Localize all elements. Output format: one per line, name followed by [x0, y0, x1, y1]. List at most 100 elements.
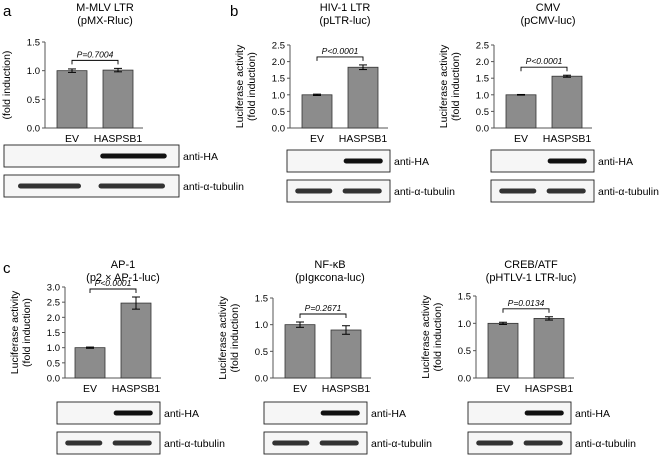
- y-tick-label: 1.5: [47, 328, 60, 339]
- chart-6: CREB/ATF(pHTLV-1 LTR-luc) Luciferase acti…: [420, 259, 636, 455]
- bar-haspsb1: [533, 318, 565, 379]
- blot-label: anti-α-tubulin: [371, 438, 432, 450]
- bar-haspsb1: [120, 302, 152, 379]
- y-axis-label: Luciferase activity: [0, 43, 1, 127]
- chart-subtitle: (pHTLV-1 LTR-luc): [486, 272, 577, 284]
- blot-box: [56, 401, 161, 425]
- bar-haspsb1: [102, 69, 134, 129]
- chart-5: NF-κB(pIgκcona-luc)Luciferase activity (f…: [217, 259, 432, 455]
- chart-title: M-MLV LTR: [76, 2, 134, 14]
- significance-bracket: [502, 308, 550, 313]
- blot-band: [524, 410, 564, 416]
- y-tick-label: 2.0: [272, 57, 285, 68]
- y-axis-label: Luciferase activity: [9, 290, 21, 374]
- chart-title: CMV: [536, 2, 561, 14]
- blot-band: [100, 153, 167, 159]
- blot-band: [523, 440, 563, 446]
- y-axis-label: (fold induction): [450, 52, 462, 121]
- y-tick-label: 0.0: [272, 124, 285, 135]
- y-axis-label: (fold induction): [432, 303, 444, 372]
- y-tick-label: 1.0: [27, 66, 40, 77]
- chart-subtitle: (p2 × AP-1-luc): [86, 272, 160, 284]
- y-tick-label: 0.5: [476, 107, 489, 118]
- bar-haspsb1: [347, 66, 379, 129]
- x-category-label: EV: [496, 383, 510, 395]
- x-category-label: EV: [293, 383, 307, 395]
- y-tick-label: 2.5: [476, 41, 489, 52]
- blot-band: [320, 410, 360, 416]
- y-tick-label: 1.0: [47, 343, 60, 354]
- blot-band: [113, 410, 153, 416]
- x-category-label: EV: [514, 133, 528, 145]
- y-tick-label: 0.5: [27, 95, 40, 106]
- chart-subtitle: (pLTR-luc): [319, 15, 370, 27]
- blot-box: [490, 149, 595, 173]
- blot-label: anti-HA: [164, 408, 199, 420]
- y-tick-label: 1.0: [272, 90, 285, 101]
- y-tick-label: 1.0: [458, 319, 471, 330]
- significance-bracket: [520, 66, 568, 72]
- x-category-label: HASPSB1: [525, 383, 574, 395]
- y-tick-label: 1.0: [255, 320, 268, 331]
- significance-bracket: [299, 313, 347, 318]
- blot-band: [98, 183, 165, 189]
- blot-box: [467, 401, 572, 425]
- blot-label: anti-HA: [598, 156, 633, 168]
- chart-subtitle: (pIgκcona-luc): [295, 272, 365, 284]
- blot-box: [467, 431, 572, 455]
- bar-ev: [505, 94, 537, 129]
- blot-box: [490, 179, 595, 203]
- bar-ev: [487, 322, 519, 379]
- y-axis-label: (fold induction): [229, 304, 241, 373]
- chart-subtitle: (pMX-Rluc): [77, 15, 133, 27]
- y-axis-label: (fold induction): [21, 298, 33, 367]
- y-tick-label: 0.0: [27, 124, 40, 135]
- blot-band: [272, 440, 310, 446]
- chart-1: M-MLV LTR(pMX-Rluc)Luciferase activity(f…: [0, 2, 244, 198]
- x-category-label: HASPSB1: [322, 383, 371, 395]
- blot-label: anti-α-tubulin: [575, 438, 636, 450]
- blot-band: [476, 440, 514, 446]
- blot-label: anti-HA: [183, 151, 218, 163]
- blot-label: anti-α-tubulin: [394, 186, 455, 198]
- significance-bracket: [89, 288, 137, 294]
- chart-subtitle: (pCMV-luc): [520, 15, 575, 27]
- x-category-label: EV: [310, 133, 324, 145]
- chart-title: AP-1: [111, 259, 135, 271]
- p-value: P=0.0134: [508, 298, 545, 308]
- y-axis-label: Luciferase activity: [217, 296, 229, 380]
- blot-label: anti-HA: [575, 408, 610, 420]
- bar-ev: [74, 347, 106, 379]
- bar-ev: [56, 70, 88, 129]
- y-tick-label: 0.0: [476, 124, 489, 135]
- blot-band: [547, 158, 587, 164]
- y-tick-label: 1.5: [255, 294, 268, 305]
- p-value: P<0.0001: [95, 278, 132, 288]
- blot-box: [286, 149, 391, 173]
- y-tick-label: 2.0: [47, 313, 60, 324]
- blot-band: [343, 158, 383, 164]
- y-tick-label: 1.5: [272, 74, 285, 85]
- bar-haspsb1: [330, 329, 362, 379]
- blot-band: [65, 440, 103, 446]
- y-axis-label: Luciferase activity: [438, 44, 450, 128]
- p-value: P=0.2671: [305, 303, 342, 313]
- blot-box: [3, 144, 180, 168]
- blot-band: [112, 440, 152, 446]
- blot-band: [546, 188, 586, 194]
- y-tick-label: 1.5: [458, 292, 471, 303]
- y-tick-label: 0.0: [255, 374, 268, 385]
- y-tick-label: 0.0: [458, 374, 471, 385]
- x-category-label: HASPSB1: [112, 383, 161, 395]
- y-tick-label: 0.5: [272, 107, 285, 118]
- blot-band: [499, 188, 537, 194]
- charts-group: M-MLV LTR(pMX-Rluc)Luciferase activity(f…: [0, 2, 659, 455]
- chart-4: AP-1(p2 × AP-1-luc) Luciferase activity (f…: [9, 259, 225, 455]
- y-axis-label: (fold induction): [246, 52, 258, 121]
- blot-label: anti-HA: [394, 156, 429, 168]
- y-tick-label: 1.0: [476, 90, 489, 101]
- y-tick-label: 1.5: [27, 38, 40, 49]
- bar-haspsb1: [551, 75, 583, 129]
- significance-bracket: [71, 59, 119, 65]
